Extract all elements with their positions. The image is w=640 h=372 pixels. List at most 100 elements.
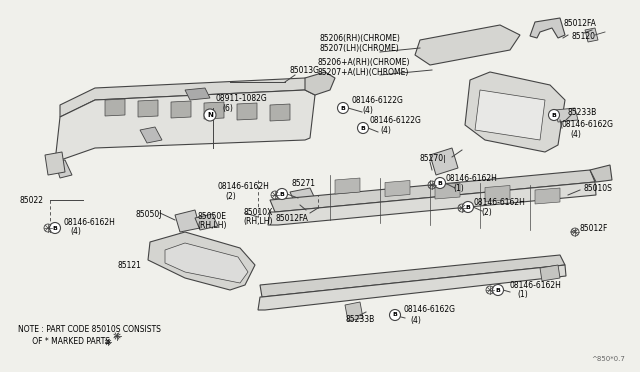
Polygon shape xyxy=(195,214,218,230)
Text: 08146-6162H: 08146-6162H xyxy=(510,280,562,289)
Polygon shape xyxy=(55,160,72,178)
Polygon shape xyxy=(435,183,460,199)
Text: 85050J: 85050J xyxy=(135,209,161,218)
Circle shape xyxy=(358,122,369,134)
Text: 85121: 85121 xyxy=(118,260,142,269)
Text: (4): (4) xyxy=(570,129,581,138)
Circle shape xyxy=(493,285,504,295)
Text: N: N xyxy=(207,112,213,118)
Polygon shape xyxy=(270,170,595,212)
Text: B: B xyxy=(340,106,346,110)
Text: OF * MARKED PARTS: OF * MARKED PARTS xyxy=(18,337,110,346)
Polygon shape xyxy=(385,180,410,196)
Polygon shape xyxy=(415,25,520,65)
Circle shape xyxy=(204,109,216,121)
Text: (4): (4) xyxy=(380,125,391,135)
Polygon shape xyxy=(465,72,565,152)
Text: (RH,LH): (RH,LH) xyxy=(243,217,273,225)
Text: (4): (4) xyxy=(410,315,421,324)
Polygon shape xyxy=(305,72,335,95)
Text: (6): (6) xyxy=(222,103,233,112)
Text: 85012F: 85012F xyxy=(580,224,609,232)
Polygon shape xyxy=(555,108,578,122)
Text: (RH,LH): (RH,LH) xyxy=(197,221,227,230)
Polygon shape xyxy=(430,148,458,175)
Polygon shape xyxy=(345,302,363,321)
Text: B: B xyxy=(360,125,365,131)
Circle shape xyxy=(276,189,287,199)
Circle shape xyxy=(337,103,349,113)
Text: B: B xyxy=(280,192,284,196)
Text: 08146-6122G: 08146-6122G xyxy=(370,115,422,125)
Polygon shape xyxy=(148,232,255,290)
Text: 08146-6162H: 08146-6162H xyxy=(63,218,115,227)
Polygon shape xyxy=(530,18,565,38)
Circle shape xyxy=(435,177,445,189)
Polygon shape xyxy=(535,188,560,204)
Polygon shape xyxy=(585,28,598,42)
Polygon shape xyxy=(55,90,315,162)
Polygon shape xyxy=(171,101,191,118)
Text: 08146-6162H: 08146-6162H xyxy=(474,198,526,206)
Text: NOTE : PART CODE 85010S CONSISTS: NOTE : PART CODE 85010S CONSISTS xyxy=(18,326,161,334)
Polygon shape xyxy=(185,88,210,100)
Polygon shape xyxy=(485,186,510,202)
Text: 85271: 85271 xyxy=(292,179,316,187)
Text: B: B xyxy=(52,225,58,231)
Polygon shape xyxy=(138,100,158,117)
Text: 85233B: 85233B xyxy=(568,108,597,116)
Text: 85013G: 85013G xyxy=(290,65,320,74)
Polygon shape xyxy=(335,178,360,194)
Polygon shape xyxy=(268,182,596,225)
Text: (4): (4) xyxy=(362,106,373,115)
Polygon shape xyxy=(290,188,318,210)
Circle shape xyxy=(463,202,474,212)
Polygon shape xyxy=(105,99,125,116)
Polygon shape xyxy=(204,102,224,119)
Polygon shape xyxy=(270,104,290,121)
Text: 85207+A(LH)(CHROME): 85207+A(LH)(CHROME) xyxy=(318,67,410,77)
Text: B: B xyxy=(438,180,442,186)
Polygon shape xyxy=(60,78,315,117)
Polygon shape xyxy=(590,165,612,182)
Text: 08146-6162G: 08146-6162G xyxy=(562,119,614,128)
Text: 85207(LH)(CHROME): 85207(LH)(CHROME) xyxy=(320,44,400,52)
Text: ^850*0.7: ^850*0.7 xyxy=(591,356,625,362)
Circle shape xyxy=(49,222,61,234)
Text: 08146-6162G: 08146-6162G xyxy=(403,305,455,314)
Polygon shape xyxy=(475,90,545,140)
Text: (4): (4) xyxy=(70,227,81,235)
Polygon shape xyxy=(45,152,65,175)
Polygon shape xyxy=(140,127,162,143)
Text: (2): (2) xyxy=(481,208,492,217)
Text: 85010S: 85010S xyxy=(583,183,612,192)
Text: (1): (1) xyxy=(453,183,464,192)
Text: 85022: 85022 xyxy=(20,196,44,205)
Text: 85120: 85120 xyxy=(572,32,596,41)
Circle shape xyxy=(548,109,559,121)
Circle shape xyxy=(390,310,401,321)
Text: 85206(RH)(CHROME): 85206(RH)(CHROME) xyxy=(320,33,401,42)
Text: 85270: 85270 xyxy=(420,154,444,163)
Text: 85010X: 85010X xyxy=(243,208,273,217)
Text: B: B xyxy=(392,312,397,317)
Polygon shape xyxy=(175,210,200,232)
Polygon shape xyxy=(165,243,248,283)
Text: 08146-6162H: 08146-6162H xyxy=(446,173,498,183)
Text: 85206+A(RH)(CHROME): 85206+A(RH)(CHROME) xyxy=(318,58,410,67)
Text: 08911-1082G: 08911-1082G xyxy=(215,93,267,103)
Polygon shape xyxy=(540,265,560,281)
Polygon shape xyxy=(258,265,566,310)
Text: 85050E: 85050E xyxy=(197,212,226,221)
Text: 85012FA: 85012FA xyxy=(275,214,308,222)
Polygon shape xyxy=(260,255,565,297)
Text: (1): (1) xyxy=(517,291,528,299)
Text: (2): (2) xyxy=(225,192,236,201)
Text: 85233B: 85233B xyxy=(345,315,374,324)
Text: B: B xyxy=(552,112,556,118)
Text: B: B xyxy=(465,205,470,209)
Text: B: B xyxy=(495,288,500,292)
Polygon shape xyxy=(237,103,257,120)
Text: 85012FA: 85012FA xyxy=(563,19,596,28)
Text: 08146-6122G: 08146-6122G xyxy=(352,96,404,105)
